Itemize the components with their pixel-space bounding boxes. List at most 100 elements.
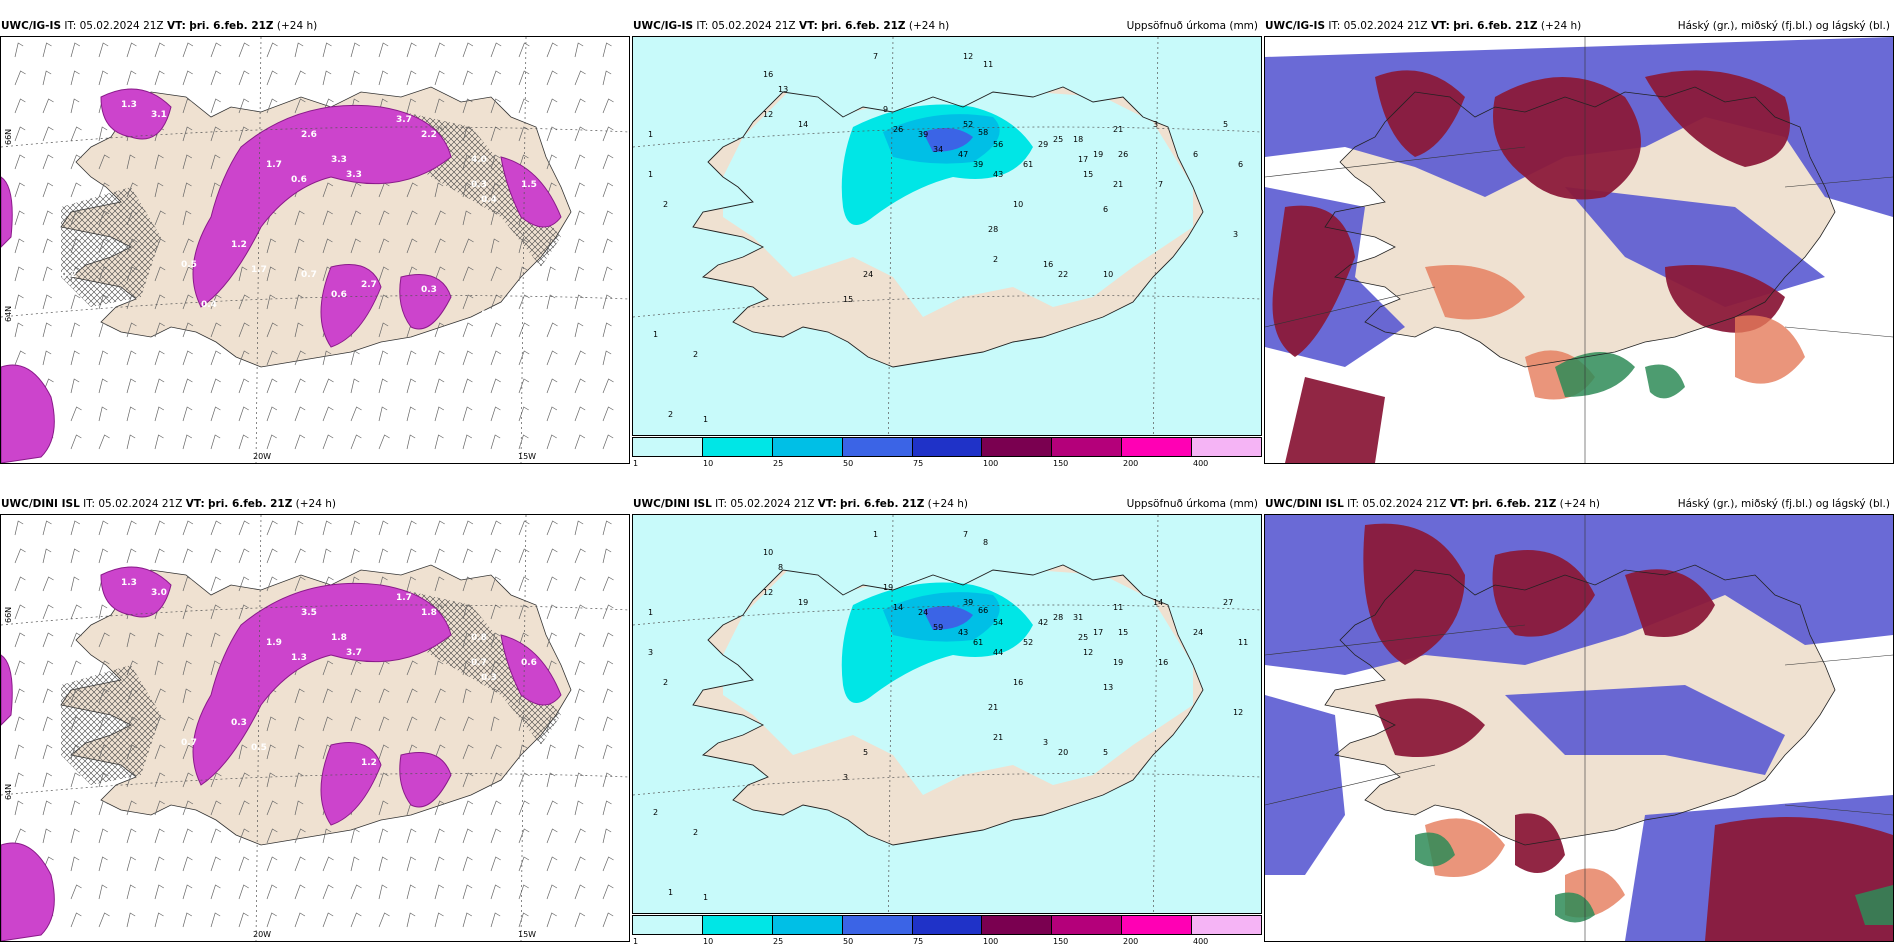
wind-barb — [602, 912, 614, 928]
wind-barb — [182, 912, 193, 928]
precip-value: 3 — [648, 648, 653, 657]
wind-barb — [70, 350, 80, 366]
precip-value: 39 — [918, 130, 928, 139]
wind-barb — [126, 182, 138, 198]
wind-barb — [518, 42, 530, 58]
wind-barb — [462, 548, 473, 564]
wind-barb — [462, 154, 473, 170]
wind-barb — [14, 548, 26, 564]
wind-barb — [14, 98, 26, 114]
wind-barb — [238, 604, 249, 620]
wind-barb — [126, 716, 138, 732]
wind-barb — [378, 238, 390, 254]
wind-barb — [14, 632, 26, 648]
wind-barb — [42, 182, 54, 198]
wind-barb — [70, 884, 82, 900]
wind-barb — [546, 800, 558, 816]
wind-barb — [546, 266, 556, 282]
wind-barb — [518, 912, 529, 928]
wind-value: 3.7 — [396, 115, 412, 125]
wind-barb — [70, 322, 81, 338]
wind-barb — [434, 716, 446, 732]
lat-label: 64N — [4, 784, 13, 800]
wind-value: 0.3 — [471, 180, 487, 190]
wind-barb — [602, 350, 612, 366]
wind-barb — [462, 660, 472, 676]
wind-value: 0.5 — [251, 743, 267, 753]
wind-barb — [574, 266, 585, 282]
colorbar-swatch — [633, 916, 703, 934]
precip-value: 1 — [648, 130, 653, 139]
wind-barb — [70, 520, 81, 536]
wind-barb — [70, 70, 80, 86]
wind-barb — [154, 434, 164, 450]
wind-barb — [238, 828, 250, 844]
wind-value: 0.2 — [61, 270, 77, 280]
high-cloud — [1272, 205, 1355, 357]
wind-barb — [238, 576, 250, 592]
wind-barb — [378, 210, 390, 226]
wind-barb — [14, 350, 26, 366]
precip-value: 44 — [993, 648, 1003, 657]
wind-barb — [350, 182, 362, 198]
wind-barb — [378, 828, 389, 844]
wind-barb — [294, 744, 305, 760]
wind-barb — [266, 548, 278, 564]
wind-barb — [322, 238, 333, 254]
precip-value: 61 — [1023, 160, 1033, 169]
wind-barb — [42, 350, 52, 366]
precip-value: 19 — [798, 598, 808, 607]
grid-line — [255, 37, 262, 463]
wind-barb — [490, 154, 501, 170]
grid-line — [1265, 146, 1526, 178]
lon-label: 20W — [253, 452, 271, 461]
wind-barb — [154, 210, 166, 226]
wind-barb — [154, 378, 165, 394]
wind-barb — [98, 604, 108, 620]
precip-value: 1 — [648, 608, 653, 617]
wind-barb — [294, 688, 305, 704]
mid-cloud — [1565, 187, 1825, 307]
grid-line — [1, 604, 629, 626]
wind-barb — [238, 548, 250, 564]
wind-barb — [42, 828, 52, 844]
wind-barb — [14, 520, 24, 536]
wind-barb — [462, 716, 474, 732]
wind-barb — [462, 772, 474, 788]
colorbar-swatch — [1052, 916, 1123, 934]
wind-barb — [42, 744, 53, 760]
wind-barb — [14, 660, 25, 676]
wind-barb — [14, 576, 26, 592]
wind-barb — [238, 772, 250, 788]
high-cloud — [1375, 70, 1465, 157]
colorbar-swatch — [702, 438, 773, 456]
low-cloud — [1735, 315, 1805, 384]
wind-barb — [406, 856, 417, 872]
wind-barb — [42, 688, 53, 704]
wind-barb — [602, 266, 613, 282]
wind-barb — [462, 350, 473, 366]
wind-barb — [434, 660, 444, 676]
precip-value: 18 — [1073, 135, 1083, 144]
wind-barb — [42, 660, 54, 676]
precip-value: 54 — [993, 618, 1003, 627]
wind-barb — [14, 744, 25, 760]
wind-barb — [378, 800, 389, 816]
wind-barb — [350, 378, 360, 394]
wind-barb — [42, 210, 53, 226]
iceland-coast — [692, 564, 1204, 846]
precip-value: 2 — [993, 255, 998, 264]
wind-barb — [490, 800, 502, 816]
high-cloud — [1363, 523, 1465, 665]
wind-barb — [98, 238, 110, 254]
wind-barb — [126, 800, 137, 816]
precip-value: 19 — [883, 583, 893, 592]
wind-barb — [238, 350, 250, 366]
wind-barb — [462, 70, 473, 86]
wind-barb — [210, 294, 222, 310]
wind-barb — [70, 42, 81, 58]
precip-streak — [399, 274, 452, 330]
wind-barb — [98, 744, 109, 760]
wind-value: 0.8 — [471, 633, 487, 643]
